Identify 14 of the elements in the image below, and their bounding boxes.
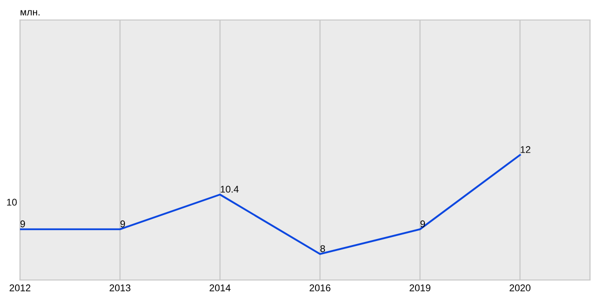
data-label: 9 — [20, 220, 25, 228]
data-label: 9 — [420, 220, 425, 228]
x-tick-label: 2014 — [210, 284, 231, 292]
y-axis-title: млн. — [20, 10, 40, 16]
x-tick-label: 2019 — [410, 284, 430, 292]
x-tick-label: 2012 — [10, 284, 30, 292]
x-tick-label: 2016 — [310, 284, 330, 292]
x-tick-label: 2020 — [510, 284, 530, 292]
data-label: 8 — [320, 245, 325, 252]
data-label: 12 — [520, 146, 530, 153]
data-label: 10.4 — [220, 186, 239, 193]
x-tick-label: 2013 — [110, 284, 130, 292]
data-label: 9 — [120, 220, 125, 228]
text: 10 — [7, 198, 17, 206]
